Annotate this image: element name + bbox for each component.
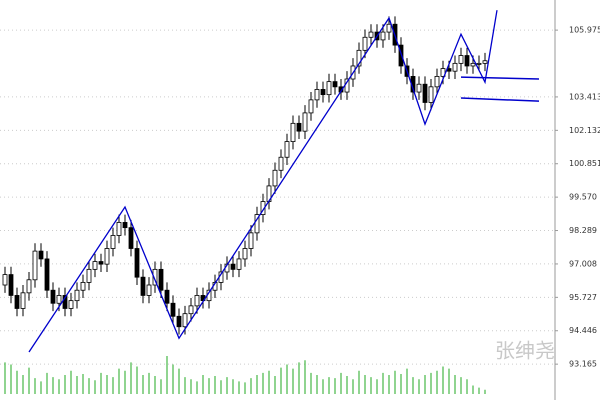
candle-body (2, 274, 8, 286)
candle-body (140, 276, 146, 296)
candle-body (134, 248, 140, 278)
candle-body (290, 122, 296, 142)
candle-body (452, 62, 458, 72)
candle-body (146, 284, 152, 296)
candle-body (98, 261, 104, 265)
candle-body (8, 274, 14, 296)
candle-body (152, 268, 158, 286)
trend-line (460, 97, 540, 102)
y-tick-label: 98.289 (569, 226, 597, 235)
y-tick-label: 100.851 (569, 159, 600, 168)
candle-body (428, 86, 434, 103)
candle-body (434, 76, 440, 88)
candle-body (320, 89, 326, 96)
candle-body (314, 89, 320, 101)
y-tick-label: 94.446 (569, 326, 597, 335)
candle-body (122, 222, 128, 229)
candle-body (326, 81, 332, 96)
candle-body (170, 302, 176, 317)
candle-body (302, 112, 308, 132)
candle-body (92, 261, 98, 270)
candle-body (110, 235, 116, 249)
candle-body (236, 258, 242, 270)
y-tick-label: 105.975 (569, 26, 600, 35)
candle-body (368, 31, 374, 38)
candle-body (62, 295, 68, 309)
candle-body (416, 83, 422, 93)
candle-body (158, 268, 164, 291)
candle-body (44, 258, 50, 291)
candle-body (74, 289, 80, 302)
y-tick-label: 102.132 (569, 126, 600, 135)
candle-body (458, 55, 464, 64)
candle-body (386, 23, 392, 33)
candle-body (14, 295, 20, 309)
candle-body (194, 295, 200, 307)
candle-body (80, 281, 86, 291)
candle-body (482, 60, 488, 64)
candle-body (332, 81, 338, 88)
candle-body (50, 289, 56, 304)
candle-body (116, 222, 122, 236)
candle-body (476, 62, 482, 65)
candle-body (20, 292, 26, 309)
candle-body (356, 49, 362, 67)
candle-body (176, 315, 182, 328)
y-tick-label: 99.570 (569, 193, 597, 202)
zigzag-line (28, 10, 498, 353)
candle-body (464, 55, 470, 67)
candle-body (26, 279, 32, 294)
candle-body (56, 295, 62, 304)
candle-body (284, 141, 290, 158)
candle-body (38, 250, 44, 260)
candle-body (86, 268, 92, 283)
candle-body (242, 248, 248, 260)
candle-body (248, 232, 254, 249)
candle-body (68, 300, 74, 309)
watermark: 张绅尧 (495, 339, 555, 363)
y-tick-label: 95.727 (569, 293, 597, 302)
candle-body (32, 250, 38, 281)
candle-body (362, 36, 368, 51)
y-tick-label: 103.413 (569, 92, 600, 101)
candle-body (296, 122, 302, 132)
candle-body (308, 99, 314, 114)
trend-line (460, 76, 540, 80)
candle-body (278, 156, 284, 171)
candle-body (272, 169, 278, 187)
candle-body (182, 313, 188, 328)
candle-body (254, 214, 260, 234)
y-tick-label: 97.008 (569, 259, 597, 268)
candle-body (164, 289, 170, 304)
candle-body (188, 305, 194, 315)
candle-body (470, 62, 476, 67)
candle-body (422, 83, 428, 103)
candle-body (398, 44, 404, 67)
candle-body (230, 263, 236, 270)
y-tick-label: 93.165 (569, 360, 597, 369)
candle-body (380, 31, 386, 41)
candle-body (104, 248, 110, 265)
candle-body (128, 227, 134, 249)
